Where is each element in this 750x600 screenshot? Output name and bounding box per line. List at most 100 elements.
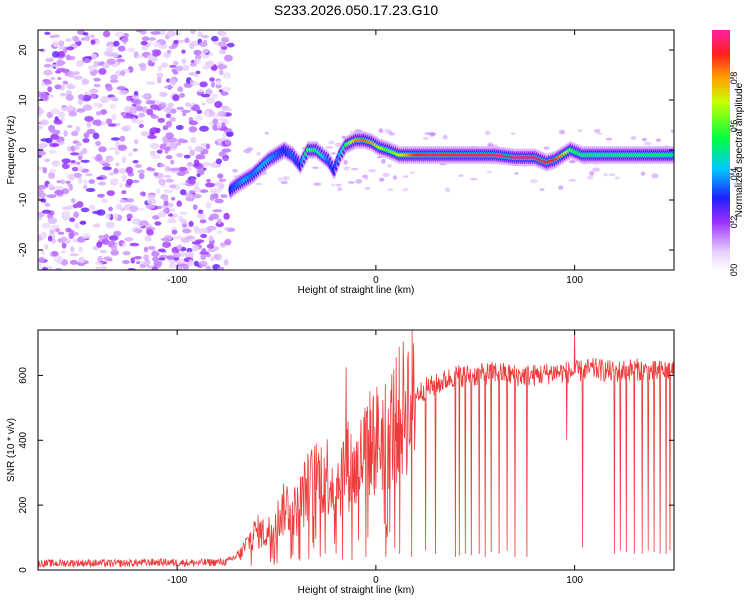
- heatmap-noise-cell: [108, 206, 113, 212]
- heatmap-noise-cell: [83, 179, 88, 185]
- heatmap-noise-cell: [101, 238, 110, 245]
- heatmap-noise-cell: [98, 235, 105, 239]
- heatmap-noise-cell: [155, 188, 161, 195]
- heatmap-noise-cell: [458, 174, 464, 177]
- heatmap-noise-cell: [169, 141, 177, 149]
- heatmap-noise-cell: [176, 171, 186, 177]
- heatmap-noise-cell: [157, 76, 162, 84]
- heatmap-noise-cell: [100, 61, 105, 65]
- heatmap-noise-cell: [109, 79, 119, 83]
- heatmap-noise-cell: [110, 178, 119, 182]
- heatmap-noise-cell: [70, 152, 80, 156]
- heatmap-noise-cell: [98, 181, 107, 186]
- heatmap-noise-cell: [57, 50, 65, 58]
- heatmap-noise-cell: [175, 142, 181, 146]
- heatmap-noise-cell: [134, 139, 139, 145]
- heatmap-noise-cell: [117, 168, 128, 174]
- heatmap-noise-cell: [108, 172, 115, 176]
- heatmap-noise-cell: [79, 220, 87, 225]
- heatmap-noise-cell: [51, 250, 58, 257]
- heatmap-noise-cell: [82, 104, 93, 111]
- heatmap-noise-cell: [105, 85, 113, 92]
- heatmap-noise-cell: [470, 178, 478, 181]
- heatmap-noise-cell: [102, 30, 111, 38]
- heatmap-noise-cell: [134, 164, 142, 168]
- heatmap-noise-cell: [114, 149, 120, 156]
- heatmap-ridge-layer: [228, 131, 674, 199]
- heatmap-noise-cell: [61, 158, 71, 164]
- heatmap-noise-cell: [219, 242, 226, 247]
- heatmap-noise-cell: [165, 113, 172, 118]
- heatmap-noise-cell: [543, 146, 550, 150]
- heatmap-noise-cell: [187, 145, 193, 150]
- heatmap-noise-cell: [176, 153, 184, 158]
- heatmap-noise-cell: [217, 173, 224, 179]
- heatmap-noise-cell: [152, 215, 160, 220]
- heatmap-noise-cell: [222, 38, 229, 43]
- heatmap-noise-cell: [151, 250, 157, 254]
- heatmap-noise-cell: [145, 100, 156, 105]
- heatmap-noise-cell: [176, 244, 183, 250]
- heatmap-noise-cell: [205, 143, 210, 150]
- heatmap-noise-cell: [185, 196, 192, 202]
- heatmap-noise-cell: [60, 117, 65, 122]
- heatmap-noise-cell: [134, 228, 141, 234]
- heatmap-noise-cell: [85, 173, 93, 177]
- heatmap-noise-cell: [589, 170, 595, 176]
- heatmap-noise-cell: [146, 229, 154, 236]
- heatmap-noise-cell: [94, 156, 103, 162]
- colorbar: 0.0 0.2 0.4 0.6 0.8 Normalized spectral ampl…: [712, 30, 745, 276]
- heatmap-noise-cell: [603, 173, 608, 177]
- heatmap-noise-cell: [597, 132, 603, 135]
- heatmap-noise-cell: [75, 126, 81, 132]
- snr-y-tick-label: 0: [18, 567, 29, 573]
- heatmap-noise-cell: [194, 186, 201, 193]
- heatmap-noise-cell: [172, 94, 180, 102]
- heatmap-noise-cell: [67, 71, 76, 78]
- heatmap-noise-cell: [106, 58, 116, 65]
- heatmap-noise-cell: [186, 247, 193, 253]
- heatmap-noise-cell: [337, 187, 342, 192]
- heatmap-noise-cell: [135, 119, 144, 125]
- heatmap-noise-cell: [422, 137, 429, 140]
- heatmap-noise-cell: [110, 137, 121, 141]
- heatmap-noise-cell: [181, 218, 187, 225]
- heatmap-noise-cell: [90, 39, 96, 45]
- heatmap-noise-cell: [179, 189, 187, 196]
- heatmap-noise-cell: [153, 172, 159, 177]
- heatmap-noise-cell: [146, 56, 156, 60]
- heatmap-noise-cell: [402, 175, 409, 178]
- heatmap-noise-cell: [643, 141, 652, 146]
- heatmap-noise-cell: [192, 204, 198, 211]
- heatmap-noise-cell: [163, 189, 174, 194]
- heatmap-noise-cell: [61, 107, 68, 112]
- heatmap-noise-cell: [312, 166, 319, 169]
- heatmap-noise-cell: [108, 235, 119, 241]
- heatmap-noise-cell: [41, 250, 46, 255]
- heatmap-noise-cell: [136, 55, 144, 59]
- heatmap-noise-cell: [78, 151, 84, 157]
- heatmap-noise-cell: [217, 42, 227, 47]
- heatmap-noise-cell: [184, 192, 194, 197]
- heatmap-noise-cell: [94, 119, 102, 127]
- heatmap-noise-cell: [84, 115, 94, 122]
- heatmap-noise-cell: [402, 188, 409, 192]
- heatmap-noise-cell: [197, 31, 203, 38]
- heatmap-noise-cell: [141, 36, 150, 42]
- heatmap-noise-cell: [89, 93, 97, 99]
- heatmap-noise-cell: [123, 237, 134, 242]
- heatmap-noise-cell: [222, 72, 232, 79]
- heatmap-noise-cell: [65, 94, 74, 101]
- heatmap-noise-cell: [210, 194, 215, 201]
- heatmap-noise-cell: [215, 158, 223, 165]
- heatmap-noise-cell: [104, 233, 109, 240]
- heatmap-noise-cell: [168, 167, 178, 172]
- colorbar-tick-label: 0.4: [729, 168, 739, 181]
- heatmap-noise-cell: [108, 147, 118, 151]
- heatmap-noise-cell: [72, 203, 79, 209]
- heatmap-noise-cell: [151, 154, 161, 159]
- heatmap-noise-cell: [158, 103, 165, 110]
- heatmap-noise-cell: [164, 85, 174, 89]
- heatmap-noise-cell: [156, 149, 163, 154]
